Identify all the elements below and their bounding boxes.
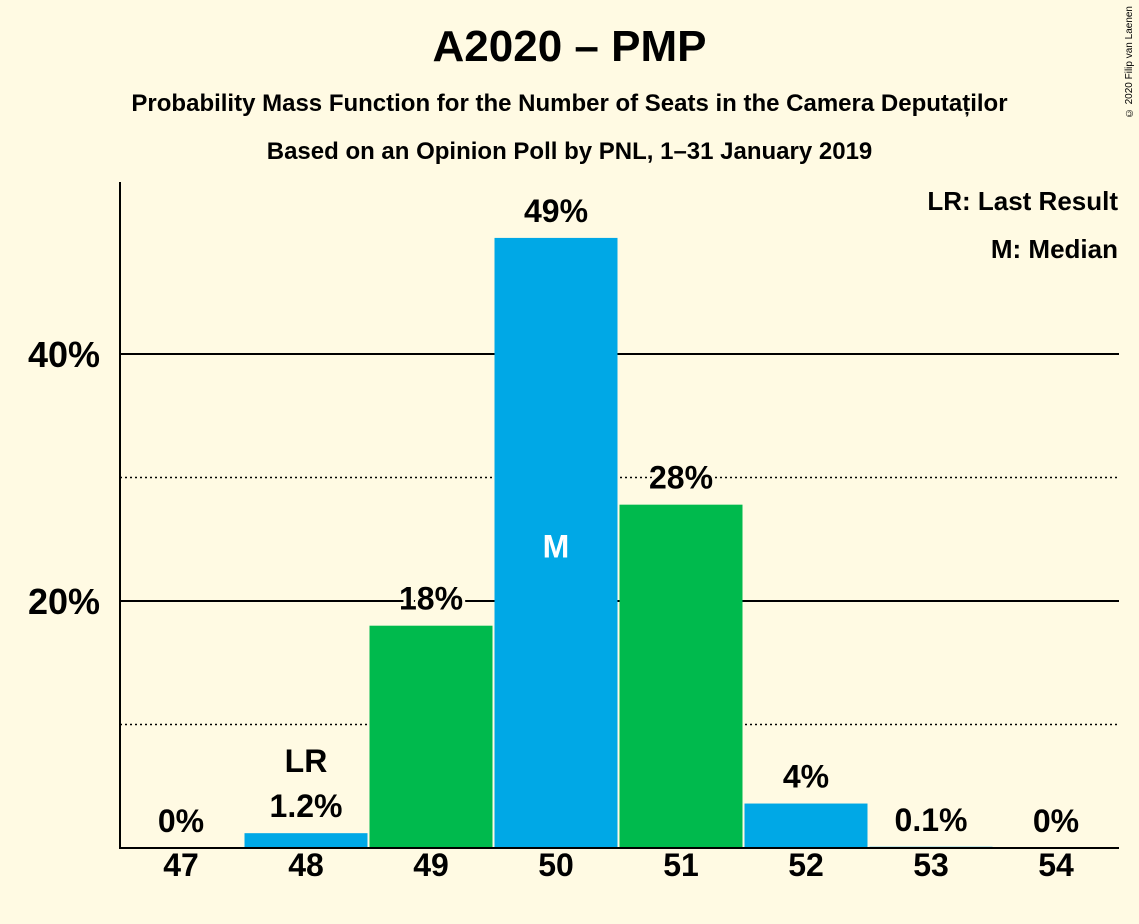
- last-result-marker: LR: [285, 743, 328, 779]
- x-tick-label: 48: [288, 847, 324, 883]
- bar-52: [744, 803, 868, 848]
- y-tick-label: 40%: [28, 334, 100, 375]
- x-tick-label: 53: [913, 847, 949, 883]
- y-tick-label: 20%: [28, 581, 100, 622]
- data-labels: 47 0% 48 1.2% LR 49 18% 50 49% M 51 28% 52 4% 53 0.1% 54…: [155, 190, 1082, 883]
- chart-title: A2020 – PMP: [432, 22, 707, 71]
- data-label-48: 1.2%: [270, 788, 343, 824]
- bars: [244, 237, 993, 848]
- data-label-53: 0.1%: [895, 802, 968, 838]
- bar-48: [244, 833, 368, 848]
- data-label-47: 0%: [158, 803, 204, 839]
- x-tick-label: 47: [163, 847, 199, 883]
- data-label-50: 49%: [524, 193, 588, 229]
- x-tick-label: 52: [788, 847, 824, 883]
- data-label-52: 4%: [783, 759, 829, 795]
- legend-last-result: LR: Last Result: [927, 186, 1118, 216]
- data-label-49: 18%: [399, 581, 463, 617]
- x-tick-label: 54: [1038, 847, 1074, 883]
- x-tick-label: 50: [538, 847, 574, 883]
- bar-50: [494, 237, 618, 848]
- chart-source: Based on an Opinion Poll by PNL, 1–31 Ja…: [266, 138, 873, 165]
- x-tick-label: 51: [663, 847, 699, 883]
- bar-49: [369, 625, 493, 848]
- median-marker: M: [543, 528, 570, 564]
- bar-51: [619, 504, 743, 848]
- legend-median: M: Median: [991, 234, 1118, 264]
- x-tick-label: 49: [413, 847, 449, 883]
- data-label-54: 0%: [1033, 803, 1079, 839]
- chart-subtitle: Probability Mass Function for the Number…: [131, 90, 1008, 117]
- data-label-51: 28%: [649, 460, 713, 496]
